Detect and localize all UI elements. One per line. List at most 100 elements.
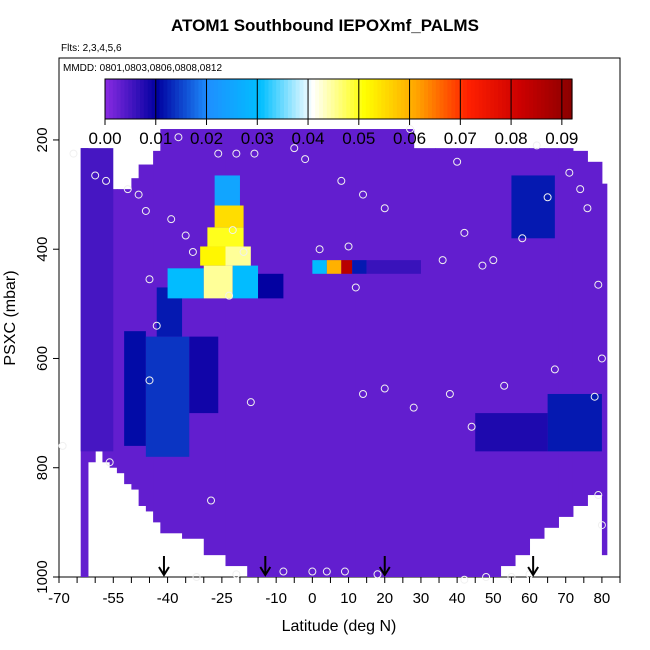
- observation-marker: [322, 567, 331, 576]
- colorbar-segment: [163, 79, 168, 119]
- colorbar-segment: [194, 79, 199, 119]
- colorbar-segment: [315, 79, 320, 119]
- heat-cell-background: [399, 129, 415, 577]
- observation-marker: [550, 365, 559, 374]
- colorbar-segment: [505, 79, 511, 119]
- x-tick-label: -40: [157, 590, 179, 607]
- colorbar-segment: [392, 79, 398, 119]
- x-tick-label: 20: [376, 590, 393, 607]
- colorbar-tick-label: 0.07: [444, 129, 477, 148]
- colorbar-segment: [568, 79, 573, 119]
- colorbar-tick-label: 0.01: [139, 129, 172, 148]
- colorbar-segment: [182, 79, 188, 119]
- heat-cell: [189, 336, 219, 414]
- colorbar-segment: [455, 79, 460, 119]
- observation-marker: [460, 575, 469, 584]
- observation-marker: [344, 242, 353, 251]
- colorbar-segment: [178, 79, 184, 119]
- colorbar-segment: [416, 79, 421, 119]
- heat-cell-background: [247, 129, 270, 577]
- colorbar-segment: [564, 79, 569, 119]
- colorbar-segment: [357, 79, 363, 119]
- y-tick-label: 400: [34, 237, 51, 262]
- heat-cell: [326, 260, 342, 274]
- y-axis: 200 400 600 800 1000: [34, 127, 59, 594]
- observation-marker: [123, 185, 132, 194]
- colorbar-segment: [105, 79, 110, 119]
- colorbar-segment: [435, 79, 441, 119]
- heat-cell: [352, 260, 367, 274]
- colorbar-segment: [389, 79, 394, 119]
- heatmap-layer: [80, 129, 608, 578]
- colorbar-segment: [307, 79, 312, 119]
- heat-cell-background: [116, 189, 125, 474]
- y-tick-label: 1000: [34, 560, 51, 593]
- observation-marker: [597, 521, 606, 530]
- colorbar-segment: [175, 79, 180, 119]
- colorbar-segment: [128, 79, 133, 119]
- colorbar-segment: [494, 79, 499, 119]
- colorbar-segment: [412, 79, 417, 119]
- colorbar-segment: [498, 79, 503, 119]
- heat-cell: [225, 246, 251, 266]
- colorbar-segment: [556, 79, 561, 119]
- observation-marker: [207, 496, 216, 505]
- observation-marker: [445, 389, 454, 398]
- colorbar-segment: [245, 79, 250, 119]
- colorbar-segment: [529, 79, 534, 119]
- heat-cell-background: [377, 129, 400, 577]
- colorbar-segment: [486, 79, 491, 119]
- colorbar-segment: [287, 79, 293, 119]
- colorbar-segment: [136, 79, 141, 119]
- colorbar-segment: [513, 79, 519, 119]
- y-tick-label: 600: [34, 346, 51, 371]
- latitude-arrow: [378, 556, 391, 577]
- colorbar-segment: [229, 79, 235, 119]
- chart-title: ATOM1 Southbound IEPOXmf_PALMS: [171, 16, 479, 35]
- heat-cell-background: [182, 129, 205, 539]
- colorbar-segment: [408, 79, 414, 119]
- heat-cell: [547, 393, 602, 452]
- colorbar-segment: [268, 79, 273, 119]
- heat-cell-background: [558, 148, 574, 517]
- colorbar-segment: [447, 79, 452, 119]
- observation-marker: [489, 256, 498, 265]
- colorbar-segment: [560, 79, 565, 119]
- colorbar-segment: [470, 79, 476, 119]
- colorbar-segment: [346, 79, 351, 119]
- colorbar-segment: [260, 79, 266, 119]
- observation-marker: [250, 149, 259, 158]
- colorbar-segment: [350, 79, 355, 119]
- colorbar-segment: [112, 79, 118, 119]
- heat-cell: [232, 265, 259, 299]
- observation-marker: [290, 144, 299, 153]
- heat-cell-background: [572, 150, 588, 506]
- colorbar-segment: [552, 79, 558, 119]
- colorbar-segment: [233, 79, 238, 119]
- colorbar-segment: [501, 79, 507, 119]
- colorbar-segment: [186, 79, 192, 119]
- observation-marker: [565, 168, 574, 177]
- observation-marker: [359, 389, 368, 398]
- observation-marker: [594, 491, 603, 500]
- x-axis-label: Latitude (deg N): [282, 618, 397, 635]
- observation-marker: [337, 176, 346, 185]
- colorbar-segment: [385, 79, 390, 119]
- colorbar-tick-label: 0.09: [545, 129, 578, 148]
- arrow-layer: [158, 556, 539, 577]
- colorbar-segment: [478, 79, 484, 119]
- observation-marker: [351, 283, 360, 292]
- colorbar-segment: [171, 79, 176, 119]
- observation-marker: [500, 381, 509, 390]
- observation-marker: [188, 247, 197, 256]
- colorbar-segment: [132, 79, 137, 119]
- colorbar-tick-label: 0.06: [393, 129, 426, 148]
- observation-marker: [380, 204, 389, 213]
- heat-cell-background: [601, 183, 608, 556]
- x-axis: -70 -55 -40 -25 -10 0 10 20 30 40 50 60 70 80: [48, 577, 621, 607]
- observation-marker: [102, 176, 111, 185]
- colorbar-segment: [544, 79, 550, 119]
- x-tick-label: 0: [308, 590, 316, 607]
- colorbar-segment: [167, 79, 172, 119]
- colorbar-segment: [264, 79, 270, 119]
